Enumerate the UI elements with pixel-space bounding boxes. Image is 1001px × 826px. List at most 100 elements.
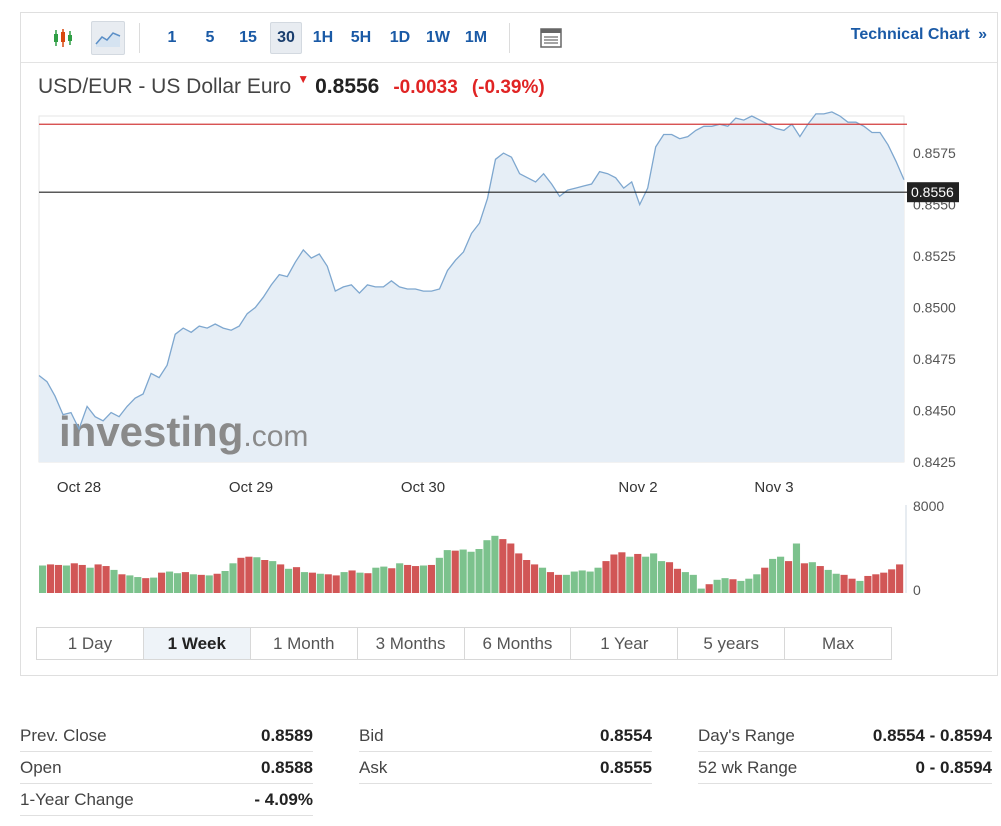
price-line bbox=[38, 111, 905, 431]
volume-bar bbox=[737, 580, 745, 593]
area-chart-icon[interactable] bbox=[91, 21, 125, 55]
volume-bar bbox=[324, 574, 332, 593]
volume-bar bbox=[650, 553, 658, 593]
y-tick-label: 0.8525 bbox=[913, 248, 956, 264]
stats-column-2: Bid 0.8554 Ask 0.8555 bbox=[359, 720, 652, 784]
volume-bar bbox=[46, 564, 55, 593]
last-value-label: 0.8556 bbox=[911, 184, 954, 200]
range-1-week-button[interactable]: 1 Week bbox=[143, 628, 251, 659]
volume-bar bbox=[578, 570, 586, 593]
timeframe-1h-button[interactable]: 1H bbox=[312, 29, 334, 46]
volume-bar bbox=[173, 573, 182, 593]
y-tick-label: 0.8425 bbox=[913, 454, 956, 470]
y-tick-label: 0.8475 bbox=[913, 351, 956, 367]
volume-bar bbox=[332, 575, 340, 593]
watermark-light: .com bbox=[243, 420, 308, 453]
timeframe-30-button[interactable]: 30 bbox=[270, 22, 302, 54]
volume-bar bbox=[118, 574, 126, 593]
news-table-icon[interactable] bbox=[534, 21, 568, 55]
stat-value: 0.8589 bbox=[261, 726, 313, 745]
price-chart[interactable]: investing.com 0.8425 0.8450 0.8475 0.8500 0.8… bbox=[21, 13, 997, 625]
range-1-month-button[interactable]: 1 Month bbox=[251, 628, 358, 659]
volume-bar bbox=[499, 539, 507, 593]
volume-bar bbox=[673, 568, 681, 593]
stat-value: 0.8555 bbox=[600, 758, 652, 777]
volume-bar bbox=[70, 563, 78, 593]
technical-chart-link[interactable]: Technical Chart » bbox=[851, 26, 987, 44]
volume-bar bbox=[634, 553, 642, 593]
x-tick-label: Nov 3 bbox=[754, 479, 793, 496]
candlestick-chart-icon[interactable] bbox=[46, 21, 80, 55]
volume-bar bbox=[292, 567, 301, 593]
volume-bar bbox=[435, 557, 443, 593]
volume-bar bbox=[523, 560, 531, 593]
y-tick-label: 0.8450 bbox=[913, 403, 956, 419]
volume-bar bbox=[380, 566, 388, 593]
volume-bar bbox=[475, 549, 483, 593]
volume-bar bbox=[364, 573, 372, 593]
volume-bar bbox=[642, 556, 650, 593]
timeframe-15-button[interactable]: 15 bbox=[239, 29, 257, 46]
watermark-bold: investing bbox=[59, 408, 243, 455]
volume-bar bbox=[443, 550, 451, 593]
stats-column-1: Prev. Close 0.8589 Open 0.8588 1-Year Change… bbox=[20, 720, 313, 816]
last-value-box bbox=[907, 182, 959, 203]
volume-bar bbox=[467, 551, 475, 593]
timeframe-1-button[interactable]: 1 bbox=[167, 29, 177, 46]
volume-bar bbox=[888, 569, 896, 593]
volume-bar bbox=[269, 561, 277, 593]
stat-value: 0.8554 bbox=[600, 726, 652, 745]
range-1-year-button[interactable]: 1 Year bbox=[571, 628, 679, 659]
range-5-years-button[interactable]: 5 years bbox=[678, 628, 786, 659]
price-change: -0.0033 bbox=[393, 77, 458, 98]
x-tick-label: Oct 28 bbox=[57, 479, 101, 496]
stats-column-3: Day's Range 0.8554 - 0.8594 52 wk Range 0 -… bbox=[698, 720, 992, 784]
volume-bar bbox=[134, 577, 142, 593]
range-6-months-button[interactable]: 6 Months bbox=[465, 628, 572, 659]
stat-row: Prev. Close 0.8589 bbox=[20, 720, 313, 752]
volume-bar bbox=[507, 543, 515, 593]
volume-bar bbox=[150, 577, 158, 593]
volume-bar bbox=[62, 565, 70, 593]
toolbar-divider bbox=[139, 23, 140, 53]
range-1-day-button[interactable]: 1 Day bbox=[37, 628, 144, 659]
volume-tick-label: 8000 bbox=[913, 498, 944, 514]
volume-bar bbox=[308, 572, 316, 593]
volume-bar bbox=[39, 565, 47, 593]
stat-label: Prev. Close bbox=[20, 726, 107, 745]
timeframe-1m-button[interactable]: 1M bbox=[464, 29, 488, 46]
volume-bar bbox=[697, 588, 705, 593]
range-max-button[interactable]: Max bbox=[822, 634, 855, 653]
volume-bar bbox=[54, 564, 63, 593]
volume-bar bbox=[102, 566, 110, 593]
volume-bar bbox=[546, 572, 555, 593]
volume-bar bbox=[300, 572, 309, 593]
timeframe-1w-button[interactable]: 1W bbox=[426, 29, 450, 46]
volume-bar bbox=[253, 557, 261, 593]
volume-bar bbox=[848, 578, 856, 593]
x-tick-label: Nov 2 bbox=[618, 479, 657, 496]
timeframe-1d-button[interactable]: 1D bbox=[389, 29, 411, 46]
timeframe-5h-button[interactable]: 5H bbox=[350, 29, 372, 46]
volume-bar bbox=[562, 574, 570, 593]
volume-bar bbox=[396, 563, 404, 593]
volume-bar bbox=[832, 573, 840, 593]
range-3-months-button[interactable]: 3 Months bbox=[358, 628, 465, 659]
volume-bar bbox=[840, 574, 848, 593]
volume-bar bbox=[427, 564, 435, 593]
volume-tick-label: 0 bbox=[913, 582, 921, 598]
volume-bar bbox=[856, 580, 864, 593]
volume-bar bbox=[538, 567, 547, 593]
volume-bar bbox=[753, 574, 761, 593]
last-price: 0.8556 bbox=[315, 75, 380, 98]
volume-bar bbox=[419, 565, 428, 593]
down-arrow-icon: ▼ bbox=[297, 72, 310, 86]
double-chevron-right-icon: » bbox=[978, 26, 987, 43]
y-tick-label: 0.8500 bbox=[913, 300, 956, 316]
volume-bar bbox=[880, 572, 888, 593]
volume-bar bbox=[515, 553, 523, 593]
volume-bar bbox=[110, 569, 118, 593]
volume-bar bbox=[165, 571, 174, 593]
timeframe-5-button[interactable]: 5 bbox=[205, 29, 215, 46]
volume-bar bbox=[86, 567, 94, 593]
